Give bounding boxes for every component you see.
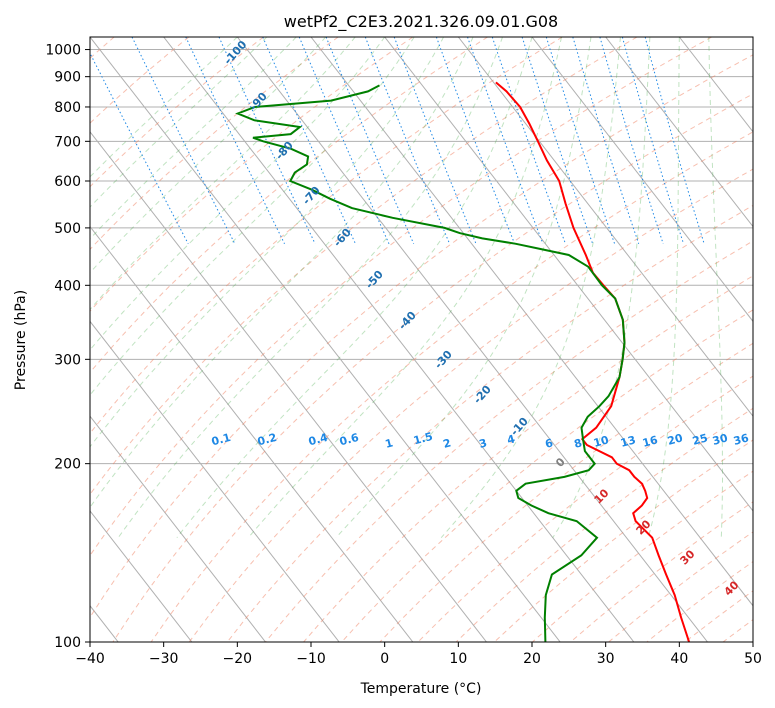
isotherm-gridline [384, 37, 753, 512]
dry-adiabat [303, 275, 753, 642]
mixing-ratio-line [298, 37, 390, 245]
isotherm-gridline [90, 415, 266, 642]
moist-adiabat [647, 37, 680, 538]
moist-adiabat [90, 37, 445, 448]
dry-adiabat [90, 37, 339, 251]
moist-adiabat [552, 37, 651, 538]
mixing-ratio-line [435, 37, 516, 244]
mixing-ratio-line [621, 37, 685, 244]
x-tick-label: 0 [380, 651, 389, 667]
y-ticks: 100 200 300 400 500 600 700 800 900 1000 [45, 43, 90, 651]
moist-adiabat [247, 37, 562, 539]
y-tick-label: 400 [54, 278, 81, 294]
y-tick-label: 800 [54, 100, 81, 116]
isotherm-gridline [90, 37, 561, 642]
chart-title: wetPf2_C2E3.2021.326.09.01.G08 [284, 12, 558, 32]
dry-adiabat [188, 168, 753, 642]
background-lines [90, 37, 753, 642]
mixing-ratio-label: 3 [478, 436, 489, 451]
mixing-ratio-label: 36 [732, 431, 750, 448]
mixing-ratio-line [131, 37, 236, 245]
x-tick-label: 40 [670, 651, 688, 667]
moist-adiabat [90, 37, 238, 178]
y-tick-label: 700 [54, 134, 81, 150]
mixing-ratio-line [467, 37, 544, 244]
mixing-ratio-label: 30 [711, 431, 729, 448]
mixing-ratio-label: 6 [544, 436, 555, 451]
dry-adiabat [90, 37, 488, 374]
moist-adiabat [335, 37, 592, 539]
temperature-profile-line [495, 81, 691, 642]
y-axis-label: Pressure (hPa) [13, 290, 29, 390]
mixing-ratio-line [644, 37, 705, 244]
profiles [235, 81, 691, 642]
dry-adiabat [90, 37, 190, 124]
moist-adiabat [90, 37, 297, 240]
isotherm-gridline [90, 510, 193, 642]
mixing-ratio-label: 1 [384, 436, 395, 451]
mixing-ratio-label: 20 [666, 431, 684, 448]
isotherm-gridline [310, 37, 753, 607]
x-tick-label: 10 [449, 651, 467, 667]
dry-adiabat [90, 37, 563, 435]
x-ticks: −40 −30 −20 −10 0 10 20 30 40 50 [75, 642, 762, 667]
y-tick-label: 300 [54, 352, 81, 368]
mixing-ratio-label: 0.2 [256, 431, 278, 449]
dry-adiabat [90, 37, 414, 312]
y-tick-label: 100 [54, 635, 81, 651]
mixing-ratio-line [393, 37, 477, 244]
y-tick-label: 600 [54, 174, 81, 190]
dry-adiabat [226, 204, 753, 642]
plot-frame [89, 36, 754, 643]
mixing-ratio-label: 1.5 [412, 430, 434, 448]
dry-adiabat [90, 54, 753, 619]
mixing-ratio-label: 10 [592, 433, 610, 450]
dry-adiabat [90, 37, 712, 557]
isotherm-gridline [90, 130, 487, 642]
isotherm-gridline [236, 37, 708, 642]
isotherm-gridline [90, 320, 340, 642]
isotherm-gridline [163, 37, 635, 642]
moist-adiabat [176, 37, 533, 539]
dry-adiabat [150, 131, 753, 642]
x-tick-label: −10 [296, 651, 326, 667]
dry-adiabat [379, 342, 753, 642]
dry-adiabat [90, 37, 638, 496]
mixing-ratio-label: 2 [442, 436, 453, 451]
mixing-ratio-line [90, 51, 189, 245]
x-tick-label: −20 [223, 651, 253, 667]
x-tick-label: −40 [75, 651, 105, 667]
moist-adiabat [90, 37, 356, 311]
moist-adiabat [90, 37, 415, 396]
isotherm-gridline [90, 225, 414, 642]
dewpoint-profile-line [235, 84, 626, 642]
x-tick-label: 30 [597, 651, 615, 667]
x-axis-label: Temperature (°C) [360, 681, 482, 697]
mixing-ratio-label: 0.1 [210, 431, 232, 449]
mixing-ratio-label: 13 [619, 433, 637, 450]
mixing-ratio-line [491, 37, 566, 244]
isotherm-gridline [531, 37, 753, 323]
y-tick-label: 200 [54, 457, 81, 473]
moist-adiabat [708, 37, 723, 538]
mixing-ratio-label: 0.4 [307, 431, 330, 449]
isotherm-gridline [605, 37, 753, 228]
mixing-ratio-label: 16 [641, 433, 659, 450]
mixing-ratio-label: 8 [573, 436, 584, 451]
x-tick-label: −30 [149, 651, 179, 667]
mixing-ratio-label: 4 [506, 432, 517, 447]
mixing-ratio-label: 0.6 [338, 431, 361, 449]
moist-adiabat [90, 37, 327, 274]
y-tick-label: 500 [54, 221, 81, 237]
y-tick-label: 1000 [45, 43, 81, 59]
x-tick-label: 20 [523, 651, 541, 667]
x-tick-label: 50 [744, 651, 762, 667]
moist-adiabat [440, 37, 621, 539]
moist-adiabat [90, 37, 268, 208]
y-tick-label: 900 [54, 70, 81, 86]
mixing-ratio-line [325, 37, 415, 245]
mixing-ratio-label: 25 [691, 431, 709, 448]
moist-adiabat [90, 37, 474, 509]
